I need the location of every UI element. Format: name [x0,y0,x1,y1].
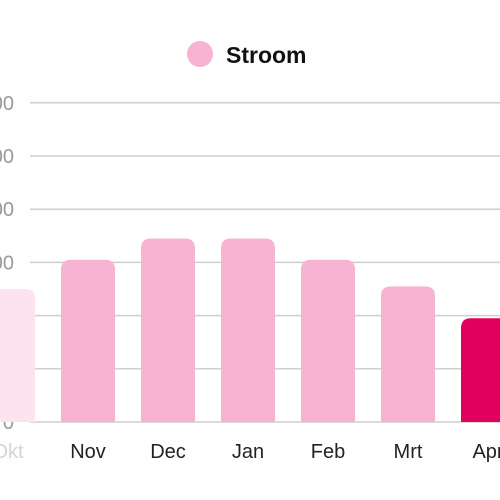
bar-nov[interactable] [61,259,115,422]
bar-apr[interactable] [461,318,500,422]
x-tick-label-okt: Okt [0,441,24,463]
y-tick-label-400: 400 [0,199,14,221]
bar-feb[interactable] [301,259,355,422]
y-tick-label-300: 300 [0,252,14,274]
x-axis-tick-labels: Okt Nov Dec Jan Feb Mrt Apr [0,441,500,463]
y-tick-label-500: 500 [0,146,14,168]
y-tick-label-0: 0 [3,412,14,434]
y-tick-label-600: 600 [0,93,14,115]
x-tick-label-apr: Apr [472,441,500,463]
bar-jan[interactable] [221,238,275,422]
bar-mrt[interactable] [381,286,435,422]
legend-swatch-stroom [187,41,213,67]
legend: Stroom [187,41,307,68]
x-tick-label-dec: Dec [150,441,186,463]
bars [0,238,500,422]
x-tick-label-mrt: Mrt [394,441,423,463]
x-tick-label-jan: Jan [232,441,264,463]
bar-dec[interactable] [141,238,195,422]
x-tick-label-feb: Feb [311,441,345,463]
legend-label-stroom: Stroom [226,42,307,68]
bar-okt[interactable] [0,289,35,422]
x-tick-label-nov: Nov [70,441,106,463]
